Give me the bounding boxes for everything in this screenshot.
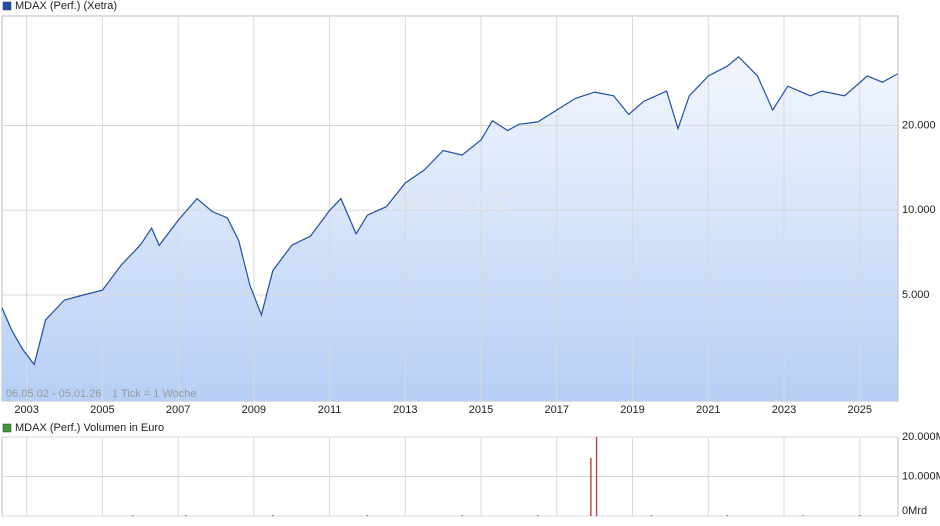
tick-info: 1 Tick = 1 Woche <box>112 388 196 400</box>
x-tick-label: 2019 <box>620 404 644 416</box>
y-tick-label: 20.000 <box>902 119 936 131</box>
y-tick-label: 10.000M <box>902 470 940 482</box>
x-tick-label: 2015 <box>469 404 493 416</box>
volume-bar <box>650 515 653 516</box>
volume-bar <box>537 515 539 516</box>
price-line <box>1 55 898 366</box>
date-range: 06.05.02 - 05.01.26 <box>6 388 101 400</box>
x-tick-label: 2021 <box>696 404 720 416</box>
y-tick-label: 10.000 <box>902 204 936 216</box>
x-tick-label: 2003 <box>14 404 38 416</box>
volume-bar <box>461 515 463 516</box>
legend-label: MDAX (Perf.) (Xetra) <box>15 0 117 12</box>
volume-bar <box>590 457 592 516</box>
x-tick-label: 2011 <box>318 404 342 416</box>
volume-bar <box>131 515 134 516</box>
volume-bar <box>595 437 598 516</box>
watermark: ARIVA.DE <box>388 186 512 216</box>
x-tick-label: 2023 <box>772 404 796 416</box>
x-tick-label: 2005 <box>90 404 114 416</box>
volume-bar <box>366 515 369 516</box>
legend-label: MDAX (Perf.) Volumen in Euro <box>15 422 164 434</box>
x-tick-label: 2017 <box>545 404 569 416</box>
legend-swatch <box>2 423 12 433</box>
x-tick-label: 2007 <box>166 404 190 416</box>
volume-bar <box>859 515 861 516</box>
volume-bar <box>184 515 187 516</box>
volume-bar <box>726 515 728 516</box>
legend-swatch <box>2 1 12 11</box>
x-tick-label: 2013 <box>393 404 417 416</box>
x-tick-label: 2009 <box>242 404 266 416</box>
volume-bar <box>802 515 804 516</box>
area <box>2 56 898 402</box>
y-tick-label: 20.000M <box>902 431 940 443</box>
x-tick-label: 2025 <box>848 404 872 416</box>
y-tick-label: 0Mrd <box>902 505 927 517</box>
volume-bar <box>272 515 274 516</box>
y-tick-label: 5.000 <box>902 289 930 301</box>
